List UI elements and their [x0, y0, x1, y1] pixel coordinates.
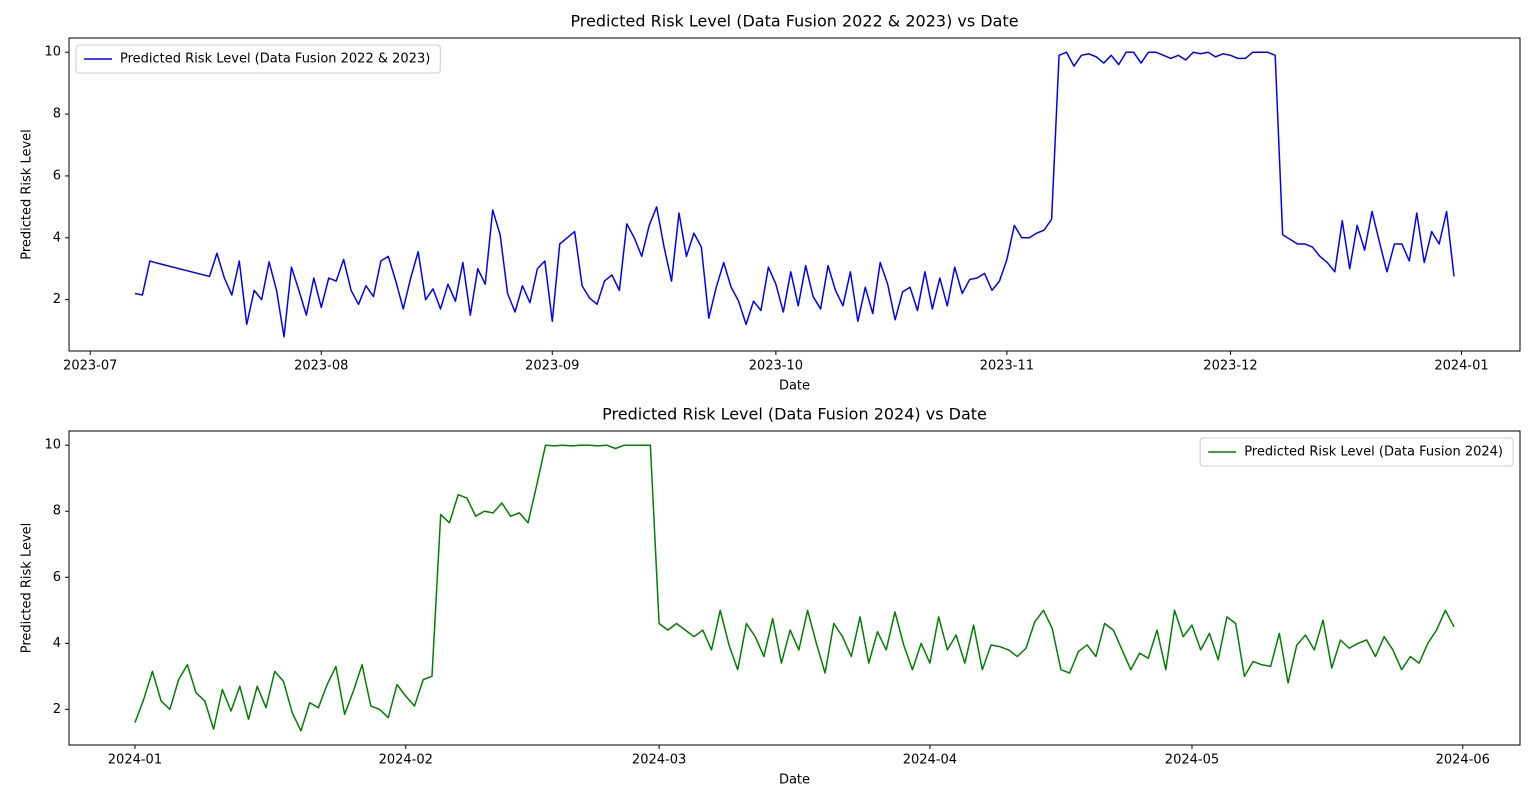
chart-title: Predicted Risk Level (Data Fusion 2024) … — [602, 405, 987, 424]
y-axis-label: Predicted Risk Level — [20, 523, 35, 654]
data-line — [134, 444, 1455, 732]
plot-frame — [68, 37, 1521, 352]
y-tick-label: 2 — [53, 292, 61, 307]
x-tick-label: 2023-07 — [63, 359, 117, 374]
y-tick-label: 8 — [53, 504, 61, 519]
legend: Predicted Risk Level (Data Fusion 2024) — [1199, 437, 1514, 467]
x-tick-label: 2024-02 — [379, 753, 433, 768]
y-tick-label: 10 — [44, 45, 61, 60]
y-tick-label: 4 — [53, 636, 61, 651]
y-axis-label: Predicted Risk Level — [20, 129, 35, 260]
legend-label: Predicted Risk Level (Data Fusion 2024) — [1244, 445, 1503, 460]
x-tick-label: 2024-06 — [1436, 753, 1490, 768]
x-tick-label: 2024-04 — [903, 753, 957, 768]
x-tick-label: 2023-10 — [749, 359, 803, 374]
x-tick-label: 2024-05 — [1165, 753, 1219, 768]
x-tick-label: 2023-11 — [980, 359, 1034, 374]
x-tick-label: 2023-12 — [1203, 359, 1257, 374]
y-tick-label: 8 — [53, 107, 61, 122]
x-tick-label: 2023-08 — [294, 359, 348, 374]
x-axis-label: Date — [779, 773, 810, 788]
y-tick-label: 6 — [53, 168, 61, 183]
legend-box — [75, 44, 441, 74]
y-tick-label: 4 — [53, 230, 61, 245]
data-line — [134, 51, 1455, 338]
y-tick-label: 2 — [53, 702, 61, 717]
legend: Predicted Risk Level (Data Fusion 2022 &… — [75, 44, 441, 74]
plot-frame — [68, 430, 1521, 746]
x-tick-label: 2024-01 — [1434, 359, 1488, 374]
chart-title: Predicted Risk Level (Data Fusion 2022 &… — [570, 12, 1018, 31]
x-tick-label: 2024-01 — [108, 753, 162, 768]
x-tick-label: 2023-09 — [525, 359, 579, 374]
legend-label: Predicted Risk Level (Data Fusion 2022 &… — [120, 52, 430, 67]
y-tick-label: 10 — [44, 438, 61, 453]
legend-box — [1199, 437, 1514, 467]
y-tick-label: 6 — [53, 570, 61, 585]
x-tick-label: 2024-03 — [632, 753, 686, 768]
x-axis-label: Date — [779, 379, 810, 394]
